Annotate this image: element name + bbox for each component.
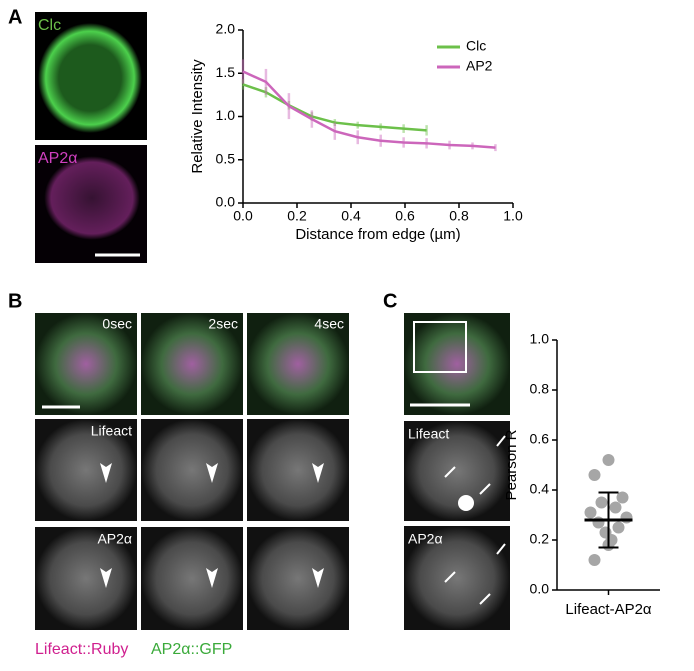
panel-b-images (35, 313, 349, 630)
x-tick-label: Lifeact-AP2α (565, 601, 652, 618)
point (620, 511, 633, 524)
y-axis-label: Relative Intensity (189, 59, 206, 174)
legend-label: Clc (466, 38, 486, 54)
line (242, 83, 427, 132)
images: Clc AP2α 0sec 2sec 4sec Lifeact AP2α Lif… (35, 12, 510, 630)
point (609, 501, 622, 514)
point (584, 506, 597, 519)
caption: Lifeact::Ruby (35, 641, 128, 658)
x-tick-label: 0.0 (233, 208, 253, 224)
panel-label: C (383, 290, 397, 312)
panel-c-images (404, 313, 510, 630)
y-tick-label: 2.0 (216, 21, 236, 37)
cell (44, 156, 140, 240)
time-label: 2sec (208, 316, 238, 332)
y-tick-label: 1.5 (216, 64, 236, 80)
row-label: AP2α (408, 531, 443, 547)
point (612, 521, 625, 534)
y-tick-label: 0.5 (216, 150, 236, 166)
point (602, 454, 615, 466)
row-label: Lifeact (408, 426, 449, 442)
cell (38, 23, 142, 133)
y-tick-label: 0.6 (530, 431, 550, 447)
y-axis-label: Pearson R (503, 429, 520, 500)
panel-label: A (8, 6, 22, 28)
x-tick-label: 1.0 (503, 208, 523, 224)
x-axis-label: Distance from edge (µm) (295, 226, 460, 243)
image-label: AP2α (38, 150, 78, 167)
y-tick-label: 0.0 (530, 581, 550, 597)
legend-label: AP2 (466, 58, 493, 74)
line (242, 70, 496, 149)
panel-label: B (8, 290, 22, 312)
row-label: Lifeact (91, 423, 132, 439)
caption: AP2α::GFP (151, 641, 232, 658)
row-label: AP2α (97, 531, 132, 547)
point (616, 491, 629, 504)
time-label: 4sec (314, 316, 344, 332)
x-tick-label: 0.4 (341, 208, 361, 224)
x-tick-label: 0.2 (287, 208, 307, 224)
point (595, 496, 608, 509)
y-tick-label: 1.0 (530, 331, 550, 347)
y-tick-label: 1.0 (216, 107, 236, 123)
y-tick-label: 0.0 (216, 194, 236, 210)
x-tick-label: 0.8 (449, 208, 469, 224)
point (588, 554, 601, 566)
image-label: Clc (38, 17, 61, 34)
time-label: 0sec (102, 316, 132, 332)
y-tick-label: 0.4 (530, 481, 550, 497)
point (592, 516, 605, 529)
y-tick-label: 0.8 (530, 381, 550, 397)
point (588, 469, 601, 481)
y-tick-label: 0.2 (530, 531, 550, 547)
x-tick-label: 0.6 (395, 208, 415, 224)
